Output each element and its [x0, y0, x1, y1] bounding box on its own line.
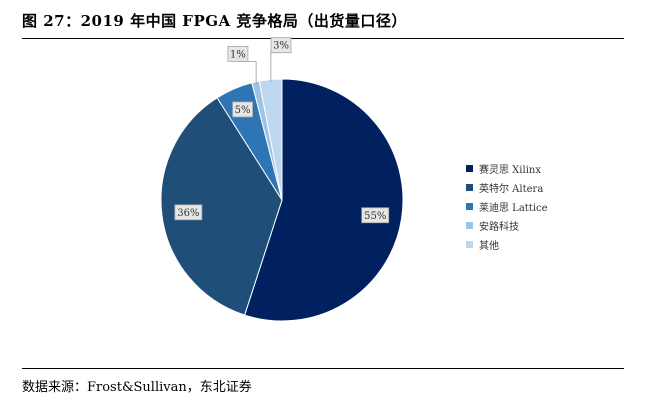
- slice-value-label: 36%: [177, 208, 199, 219]
- slice-label: 3%: [270, 37, 292, 54]
- pie-slice: [243, 78, 404, 322]
- legend-swatch: [466, 203, 473, 210]
- legend-label: 莱迪思 Lattice: [479, 203, 548, 214]
- label-leader-line: [270, 52, 282, 82]
- source-rule: [22, 368, 624, 369]
- legend-swatch: [466, 184, 473, 191]
- slice-value-label: 5%: [235, 105, 251, 116]
- legend-item: 英特尔 Altera: [466, 178, 548, 197]
- slice-value-label: 3%: [273, 41, 289, 52]
- slice-value-label: 55%: [364, 211, 386, 222]
- slice-label-box: [270, 37, 292, 54]
- legend-label: 其他: [479, 241, 499, 252]
- figure-title: 图 27：2019 年中国 FPGA 竞争格局（出货量口径）: [22, 12, 407, 30]
- label-leader-line: [237, 60, 257, 85]
- legend-label: 安路科技: [479, 222, 519, 233]
- legend-label: 赛灵思 Xilinx: [479, 165, 541, 176]
- legend-swatch: [466, 222, 473, 229]
- pie-slice: [160, 97, 283, 316]
- slice-label: 1%: [227, 45, 249, 62]
- legend-item: 其他: [466, 235, 548, 254]
- legend-swatch: [466, 165, 473, 172]
- title-rule: [22, 38, 624, 39]
- slice-label-box: [227, 45, 249, 62]
- source-note: 数据来源：Frost&Sullivan，东北证券: [22, 380, 252, 395]
- slice-label-box: [361, 207, 390, 224]
- slice-value-label: 1%: [230, 49, 246, 60]
- chart-legend: 赛灵思 Xilinx 英特尔 Altera 莱迪思 Lattice 安路科技其他: [466, 159, 548, 254]
- slice-label: 55%: [361, 207, 390, 224]
- slice-label: 5%: [232, 101, 253, 118]
- legend-item: 莱迪思 Lattice: [466, 197, 548, 216]
- legend-item: 赛灵思 Xilinx: [466, 159, 548, 178]
- slice-label-box: [232, 101, 253, 118]
- slice-label-box: [174, 204, 203, 221]
- legend-swatch: [466, 241, 473, 248]
- legend-item: 安路科技: [466, 216, 548, 235]
- legend-label: 英特尔 Altera: [479, 184, 544, 195]
- slice-label: 36%: [174, 204, 203, 221]
